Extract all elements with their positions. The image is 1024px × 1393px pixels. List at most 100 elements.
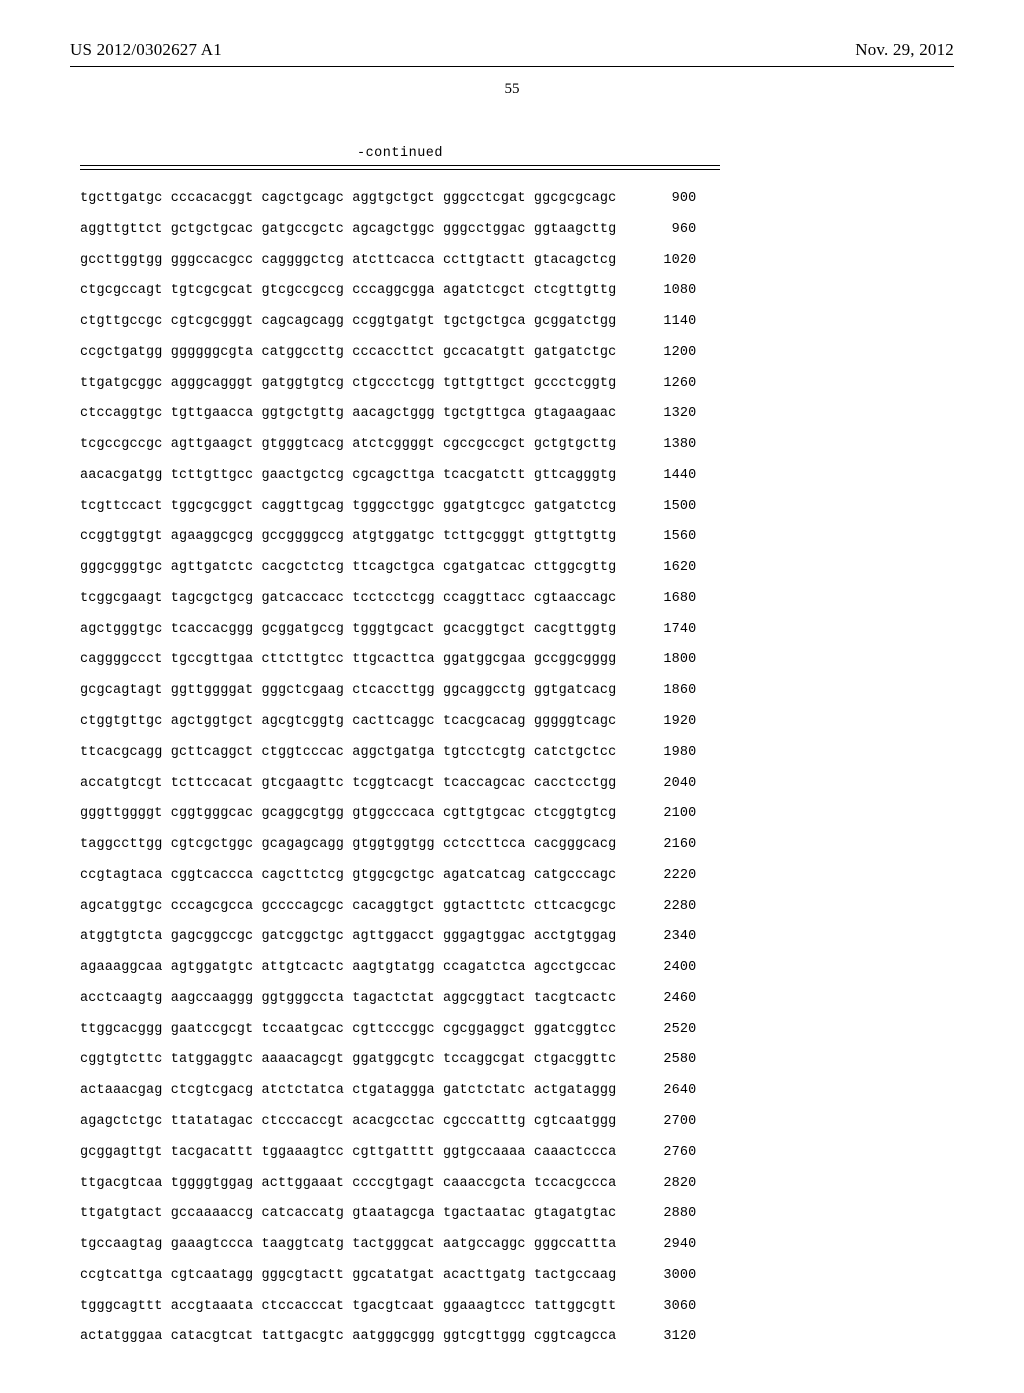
sequence-position: 1140 [634, 307, 696, 338]
sequence-position: 3120 [634, 1322, 696, 1353]
sequence-position: 2640 [634, 1076, 696, 1107]
sequence-line: acctcaagtg aagccaaggg ggtgggccta tagactc… [80, 984, 720, 1015]
sequence-position: 2580 [634, 1045, 696, 1076]
sequence-position: 1740 [634, 615, 696, 646]
sequence-position: 2460 [634, 984, 696, 1015]
sequence-text: gcgcagtagt ggttggggat gggctcgaag ctcacct… [80, 676, 616, 707]
sequence-text: agctgggtgc tcaccacggg gcggatgccg tgggtgc… [80, 615, 616, 646]
sequence-position: 2220 [634, 861, 696, 892]
sequence-text: ccgctgatgg ggggggcgta catggccttg cccacct… [80, 338, 616, 369]
continued-label: -continued [80, 146, 720, 161]
sequence-line: ttggcacggg gaatccgcgt tccaatgcac cgttccc… [80, 1015, 720, 1046]
sequence-text: tgcttgatgc cccacacggt cagctgcagc aggtgct… [80, 184, 616, 215]
sequence-position: 2760 [634, 1138, 696, 1169]
sequence-lines: tgcttgatgc cccacacggt cagctgcagc aggtgct… [80, 184, 720, 1353]
sequence-line: ctgcgccagt tgtcgcgcat gtcgccgccg cccaggc… [80, 276, 720, 307]
sequence-text: ttgatgcggc agggcagggt gatggtgtcg ctgccct… [80, 369, 616, 400]
sequence-text: ttggcacggg gaatccgcgt tccaatgcac cgttccc… [80, 1015, 616, 1046]
page-header: US 2012/0302627 A1 Nov. 29, 2012 [70, 40, 954, 60]
sequence-text: tcgccgccgc agttgaagct gtgggtcacg atctcgg… [80, 430, 616, 461]
sequence-line: atggtgtcta gagcggccgc gatcggctgc agttgga… [80, 922, 720, 953]
sequence-line: agcatggtgc cccagcgcca gccccagcgc cacaggt… [80, 892, 720, 923]
publication-number: US 2012/0302627 A1 [70, 40, 222, 60]
sequence-text: atggtgtcta gagcggccgc gatcggctgc agttgga… [80, 922, 616, 953]
sequence-text: acctcaagtg aagccaaggg ggtgggccta tagactc… [80, 984, 616, 1015]
sequence-position: 1680 [634, 584, 696, 615]
sequence-line: accatgtcgt tcttccacat gtcgaagttc tcggtca… [80, 769, 720, 800]
sequence-position: 1620 [634, 553, 696, 584]
sequence-position: 2700 [634, 1107, 696, 1138]
sequence-text: ctggtgttgc agctggtgct agcgtcggtg cacttca… [80, 707, 616, 738]
sequence-text: ccgtagtaca cggtcaccca cagcttctcg gtggcgc… [80, 861, 616, 892]
sequence-line: tgcttgatgc cccacacggt cagctgcagc aggtgct… [80, 184, 720, 215]
sequence-position: 2100 [634, 799, 696, 830]
sequence-text: ttgatgtact gccaaaaccg catcaccatg gtaatag… [80, 1199, 616, 1230]
sequence-line: ttgacgtcaa tggggtggag acttggaaat ccccgtg… [80, 1169, 720, 1200]
sequence-text: ttgacgtcaa tggggtggag acttggaaat ccccgtg… [80, 1169, 616, 1200]
sequence-text: accatgtcgt tcttccacat gtcgaagttc tcggtca… [80, 769, 616, 800]
sequence-text: ctgcgccagt tgtcgcgcat gtcgccgccg cccaggc… [80, 276, 616, 307]
sequence-position: 1500 [634, 492, 696, 523]
sequence-position: 1020 [634, 246, 696, 277]
sequence-text: gggcgggtgc agttgatctc cacgctctcg ttcagct… [80, 553, 616, 584]
sequence-position: 960 [634, 215, 696, 246]
sequence-line: gcgcagtagt ggttggggat gggctcgaag ctcacct… [80, 676, 720, 707]
sequence-line: aggttgttct gctgctgcac gatgccgctc agcagct… [80, 215, 720, 246]
sequence-line: ctccaggtgc tgttgaacca ggtgctgttg aacagct… [80, 399, 720, 430]
sequence-position: 2940 [634, 1230, 696, 1261]
sequence-listing-block: -continued tgcttgatgc cccacacggt cagctgc… [80, 146, 720, 1353]
sequence-position: 2820 [634, 1169, 696, 1200]
sequence-position: 900 [634, 184, 696, 215]
sequence-position: 1920 [634, 707, 696, 738]
sequence-line: ccgctgatgg ggggggcgta catggccttg cccacct… [80, 338, 720, 369]
sequence-line: gggttggggt cggtgggcac gcaggcgtgg gtggccc… [80, 799, 720, 830]
sequence-line: gggcgggtgc agttgatctc cacgctctcg ttcagct… [80, 553, 720, 584]
sequence-line: taggccttgg cgtcgctggc gcagagcagg gtggtgg… [80, 830, 720, 861]
sequence-text: ccggtggtgt agaaggcgcg gccggggccg atgtgga… [80, 522, 616, 553]
sequence-position: 1080 [634, 276, 696, 307]
sequence-line: ccgtcattga cgtcaatagg gggcgtactt ggcatat… [80, 1261, 720, 1292]
sequence-text: agagctctgc ttatatagac ctcccaccgt acacgcc… [80, 1107, 616, 1138]
sequence-line: caggggccct tgccgttgaa cttcttgtcc ttgcact… [80, 645, 720, 676]
sequence-line: ttgatgtact gccaaaaccg catcaccatg gtaatag… [80, 1199, 720, 1230]
sequence-text: agaaaggcaa agtggatgtc attgtcactc aagtgta… [80, 953, 616, 984]
sequence-line: ccggtggtgt agaaggcgcg gccggggccg atgtgga… [80, 522, 720, 553]
sequence-line: tgggcagttt accgtaaata ctccacccat tgacgtc… [80, 1292, 720, 1323]
sequence-text: ctgttgccgc cgtcgcgggt cagcagcagg ccggtga… [80, 307, 616, 338]
sequence-text: gggttggggt cggtgggcac gcaggcgtgg gtggccc… [80, 799, 616, 830]
sequence-position: 2400 [634, 953, 696, 984]
sequence-text: ccgtcattga cgtcaatagg gggcgtactt ggcatat… [80, 1261, 616, 1292]
sequence-line: ctggtgttgc agctggtgct agcgtcggtg cacttca… [80, 707, 720, 738]
sequence-position: 1260 [634, 369, 696, 400]
sequence-position: 2280 [634, 892, 696, 923]
sequence-position: 1560 [634, 522, 696, 553]
sequence-text: cggtgtcttc tatggaggtc aaaacagcgt ggatggc… [80, 1045, 616, 1076]
sequence-position: 2880 [634, 1199, 696, 1230]
sequence-text: gccttggtgg gggccacgcc caggggctcg atcttca… [80, 246, 616, 277]
sequence-line: agctgggtgc tcaccacggg gcggatgccg tgggtgc… [80, 615, 720, 646]
sequence-text: tgccaagtag gaaagtccca taaggtcatg tactggg… [80, 1230, 616, 1261]
sequence-line: ctgttgccgc cgtcgcgggt cagcagcagg ccggtga… [80, 307, 720, 338]
sequence-line: tcggcgaagt tagcgctgcg gatcaccacc tcctcct… [80, 584, 720, 615]
sequence-text: caggggccct tgccgttgaa cttcttgtcc ttgcact… [80, 645, 616, 676]
sequence-line: gccttggtgg gggccacgcc caggggctcg atcttca… [80, 246, 720, 277]
sequence-position: 3000 [634, 1261, 696, 1292]
sequence-text: tcggcgaagt tagcgctgcg gatcaccacc tcctcct… [80, 584, 616, 615]
sequence-position: 3060 [634, 1292, 696, 1323]
sequence-line: cggtgtcttc tatggaggtc aaaacagcgt ggatggc… [80, 1045, 720, 1076]
sequence-line: agaaaggcaa agtggatgtc attgtcactc aagtgta… [80, 953, 720, 984]
sequence-line: agagctctgc ttatatagac ctcccaccgt acacgcc… [80, 1107, 720, 1138]
page: US 2012/0302627 A1 Nov. 29, 2012 55 -con… [0, 0, 1024, 1393]
sequence-text: taggccttgg cgtcgctggc gcagagcagg gtggtgg… [80, 830, 616, 861]
sequence-line: actatgggaa catacgtcat tattgacgtc aatgggc… [80, 1322, 720, 1353]
sequence-position: 2040 [634, 769, 696, 800]
sequence-position: 2520 [634, 1015, 696, 1046]
header-rule [70, 66, 954, 67]
sequence-text: gcggagttgt tacgacattt tggaaagtcc cgttgat… [80, 1138, 616, 1169]
sequence-line: tgccaagtag gaaagtccca taaggtcatg tactggg… [80, 1230, 720, 1261]
sequence-position: 2340 [634, 922, 696, 953]
sequence-position: 1860 [634, 676, 696, 707]
sequence-line: ttgatgcggc agggcagggt gatggtgtcg ctgccct… [80, 369, 720, 400]
sequence-line: ttcacgcagg gcttcaggct ctggtcccac aggctga… [80, 738, 720, 769]
sequence-text: tcgttccact tggcgcggct caggttgcag tgggcct… [80, 492, 616, 523]
